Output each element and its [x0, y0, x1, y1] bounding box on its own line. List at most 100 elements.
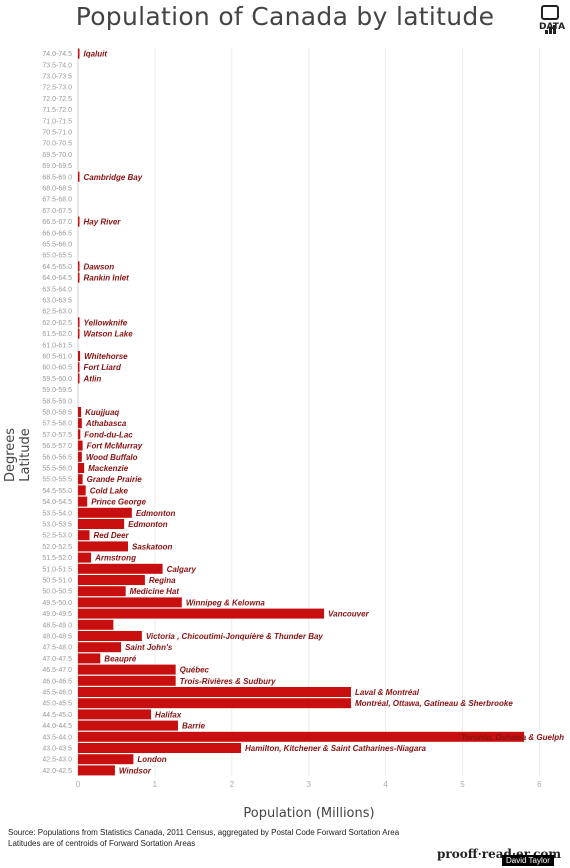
bar-label: Vancouver: [328, 610, 369, 619]
bar-label: Cold Lake: [90, 486, 129, 495]
category-label: 71.0-71.5: [42, 118, 72, 125]
bar: [78, 731, 525, 742]
bar: [78, 317, 80, 328]
bar: [78, 653, 101, 664]
bar: [78, 507, 132, 518]
bar: [78, 519, 125, 529]
bar-label: Fort McMurray: [87, 442, 143, 451]
category-label: 72.0-72.5: [42, 96, 72, 103]
bar: [78, 642, 122, 653]
bar-label: Victoria , Chicoutimi-Jonquière & Thunde…: [146, 632, 324, 641]
bar: [78, 429, 81, 440]
bar: [78, 463, 85, 473]
bar-label: Beaupré: [104, 654, 137, 663]
bar: [78, 664, 176, 675]
bar: [78, 418, 82, 429]
bar: [78, 619, 114, 630]
category-label: 64.0-64.5: [42, 275, 72, 282]
bar-label: Québec: [180, 666, 210, 675]
category-label: 67.0-67.5: [42, 208, 72, 215]
category-label: 50.5-51.0: [42, 578, 72, 585]
category-label: 66.5-67.0: [42, 219, 72, 226]
bar-label: Mackenzie: [88, 464, 129, 473]
category-label: 50.0-50.5: [42, 589, 72, 596]
category-label: 72.5-73.0: [42, 85, 72, 92]
bar-label: Kuujjuaq: [85, 408, 119, 417]
bar: [78, 216, 80, 227]
category-label: 60.0-60.5: [42, 365, 72, 372]
bar-label: Hay River: [84, 218, 122, 227]
x-tick-label: 0: [76, 780, 81, 789]
bar-label: Fond-du-Lac: [84, 430, 133, 439]
category-label: 48.5-49.0: [42, 622, 72, 629]
category-label: 53.5-54.0: [42, 510, 72, 517]
bar-label: Windsor: [119, 766, 152, 775]
category-label: 68.0-68.5: [42, 186, 72, 193]
category-label: 46.5-47.0: [42, 667, 72, 674]
category-label: 43.5-44.0: [42, 734, 72, 741]
bar-label: Cambridge Bay: [84, 173, 143, 182]
bar: [78, 631, 142, 641]
bar: [78, 563, 163, 574]
category-label: 55.5-56.0: [42, 466, 72, 473]
bar-label: Winnipeg & Kelowna: [186, 598, 266, 607]
category-label: 47.5-48.0: [42, 645, 72, 652]
bar: [78, 351, 81, 361]
category-label: 65.5-66.0: [42, 242, 72, 249]
credit-badge: David Taylor: [502, 855, 554, 866]
bar: [78, 575, 145, 585]
bar: [78, 272, 80, 283]
category-label: 44.5-45.0: [42, 712, 72, 719]
bar-label: Hamilton, Kitchener & Saint Catharines-N…: [245, 744, 426, 753]
bar: [78, 373, 80, 384]
category-label: 68.5-69.0: [42, 174, 72, 181]
category-label: 45.5-46.0: [42, 690, 72, 697]
data-logo-text: DATA: [539, 22, 566, 32]
category-label: 49.5-50.0: [42, 600, 72, 607]
category-label: 51.5-52.0: [42, 555, 72, 562]
category-label: 46.0-46.5: [42, 678, 72, 685]
category-label: 62.5-63.0: [42, 309, 72, 316]
bar: [78, 530, 90, 541]
bar: [78, 496, 88, 507]
bar-label: Laval & Montréal: [355, 688, 420, 697]
bar: [78, 48, 80, 59]
bar: [78, 474, 83, 485]
x-tick-label: 1: [153, 780, 158, 789]
bar: [78, 597, 182, 608]
x-tick-label: 4: [383, 780, 388, 789]
bar-label: Toronto, Oshawa & Guelph: [461, 733, 564, 742]
bar-label: Saskatoon: [132, 542, 173, 551]
source-line: Source: Populations from Statistics Cana…: [8, 828, 400, 837]
category-label: 74.0-74.5: [42, 51, 72, 58]
category-label: 70.5-71.0: [42, 130, 72, 137]
category-label: 58.5-59.0: [42, 398, 72, 405]
bar-label: London: [137, 755, 166, 764]
category-label: 58.0-58.5: [42, 410, 72, 417]
bar: [78, 362, 80, 373]
x-tick-label: 3: [306, 780, 311, 789]
bar-label: Iqaluit: [84, 50, 108, 59]
category-label: 54.0-54.5: [42, 499, 72, 506]
category-label: 70.0-70.5: [42, 141, 72, 148]
bar-label: Whitehorse: [84, 352, 128, 361]
bar-label: Armstrong: [94, 554, 136, 563]
bar-label: Atlin: [83, 374, 102, 383]
bar: [78, 586, 126, 597]
bar: [78, 328, 80, 339]
bar-label: Wood Buffalo: [86, 453, 138, 462]
bar: [78, 552, 92, 563]
category-label: 71.5-72.0: [42, 107, 72, 114]
category-label: 59.5-60.0: [42, 376, 72, 383]
chart-title: Population of Canada by latitude: [75, 2, 495, 31]
bar-label: Grande Prairie: [87, 475, 143, 484]
category-label: 56.5-57.0: [42, 443, 72, 450]
category-label: 42.5-43.0: [42, 757, 72, 764]
category-label: 63.5-64.0: [42, 286, 72, 293]
bar: [78, 743, 242, 753]
bar-label: Saint John's: [125, 643, 173, 652]
category-label: 49.0-49.5: [42, 611, 72, 618]
category-label: 57.5-58.0: [42, 421, 72, 428]
category-label: 73.5-74.0: [42, 62, 72, 69]
